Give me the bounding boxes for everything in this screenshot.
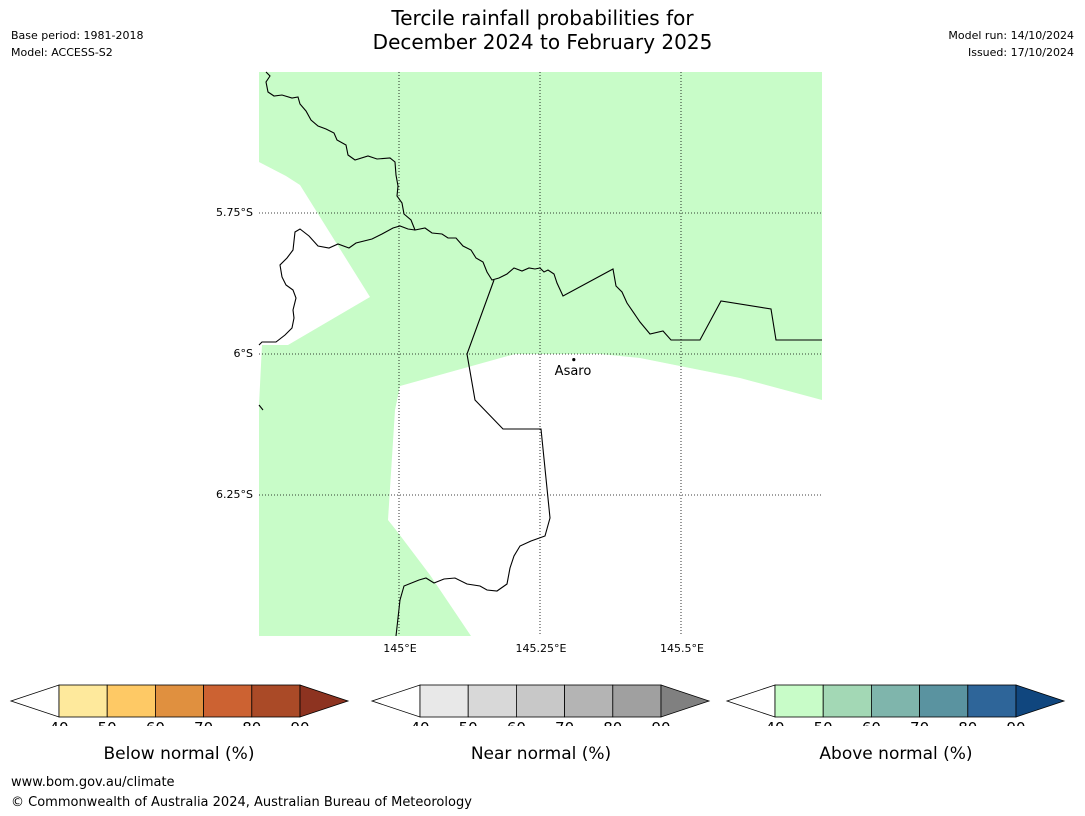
legend-title-near-normal: Near normal (%) (470, 744, 612, 764)
meta-right: Model run: 14/10/2024 Issued: 17/10/2024 (948, 27, 1074, 61)
near-normal-tick-90: 90 (651, 719, 670, 726)
legend-title-below-normal: Below normal (%) (103, 744, 255, 764)
below-normal-segment-40 (58, 684, 108, 718)
lat-label-6-25: 6.25°S (216, 488, 253, 501)
near-normal-segment-70 (564, 684, 614, 718)
above-normal-segment-40 (774, 684, 824, 718)
map-title: Tercile rainfall probabilities for Decem… (0, 6, 1085, 54)
model-text: Model: ACCESS-S2 (11, 46, 113, 59)
lon-label-145-25: 145.25°E (515, 642, 567, 655)
boundary-west (258, 225, 416, 346)
title-line-2: December 2024 to February 2025 (372, 30, 713, 54)
near-normal-tick-80: 80 (603, 719, 622, 726)
near-normal-segment-60 (516, 684, 566, 718)
footer-copyright: © Commonwealth of Australia 2024, Austra… (11, 795, 472, 810)
above-normal-under-triangle (725, 684, 776, 718)
below-normal-tick-40: 40 (49, 719, 68, 726)
above-normal-tick-50: 50 (814, 719, 833, 726)
model-run-text: Model run: 14/10/2024 (948, 29, 1074, 42)
below-normal-over-triangle (299, 684, 350, 718)
province-boundaries (258, 71, 822, 637)
below-normal-segment-80 (251, 684, 301, 718)
near-normal-over-triangle (660, 684, 711, 718)
above-normal-segment-50 (822, 684, 872, 718)
near-normal-tick-50: 50 (459, 719, 478, 726)
boundary-central (395, 279, 551, 637)
graticule (259, 72, 822, 636)
below-normal-segment-70 (203, 684, 253, 718)
above-normal-segment-70 (919, 684, 969, 718)
below-normal-tick-90: 90 (290, 719, 309, 726)
below-normal-tick-70: 70 (194, 719, 213, 726)
lat-label-5-75: 5.75°S (216, 206, 253, 219)
near-normal-under-triangle (370, 684, 421, 718)
near-normal-tick-40: 40 (410, 719, 429, 726)
boundary-northwest (265, 71, 822, 341)
near-normal-segment-50 (467, 684, 517, 718)
below-normal-segment-60 (154, 684, 204, 718)
meta-left: Base period: 1981-2018 Model: ACCESS-S2 (11, 27, 143, 61)
place-label-asaro: Asaro (554, 364, 592, 379)
footer-url: www.bom.gov.au/climate (11, 775, 175, 790)
below-normal-segment-50 (106, 684, 156, 718)
above-normal-over-triangle (1015, 684, 1066, 718)
below-normal-tick-50: 50 (98, 719, 117, 726)
above-normal-segment-80 (967, 684, 1017, 718)
boundary-west-stub (258, 404, 264, 411)
base-period-text: Base period: 1981-2018 (11, 29, 144, 42)
above-normal-tick-90: 90 (1006, 719, 1025, 726)
colorbar-legends: 40 50 60 70 80 90 40 50 60 70 80 90 40 50 60 70 80 90 (9, 684, 1066, 726)
near-normal-tick-60: 60 (507, 719, 526, 726)
above-normal-segment-60 (871, 684, 921, 718)
lon-label-145-5: 145.5°E (660, 642, 704, 655)
above-normal-tick-60: 60 (862, 719, 881, 726)
below-normal-tick-80: 80 (242, 719, 261, 726)
below-normal-under-triangle (9, 684, 60, 718)
lat-label-6: 6°S (233, 347, 253, 360)
above-normal-tick-40: 40 (765, 719, 784, 726)
lon-label-145: 145°E (383, 642, 417, 655)
near-normal-segment-80 (612, 684, 662, 718)
near-normal-tick-70: 70 (555, 719, 574, 726)
asaro-marker (572, 358, 576, 362)
above-normal-tick-70: 70 (910, 719, 929, 726)
above-normal-tick-80: 80 (958, 719, 977, 726)
below-normal-tick-60: 60 (146, 719, 165, 726)
near-normal-segment-40 (419, 684, 469, 718)
issued-text: Issued: 17/10/2024 (967, 46, 1074, 59)
title-line-1: Tercile rainfall probabilities for (391, 6, 694, 30)
legend-title-above-normal: Above normal (%) (819, 744, 973, 764)
